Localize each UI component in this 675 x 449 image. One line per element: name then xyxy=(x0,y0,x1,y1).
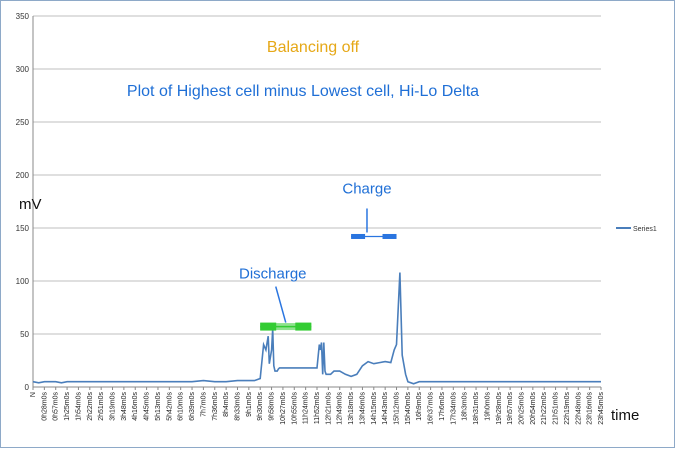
x-tick-label-2: 0h57m0s xyxy=(53,392,60,421)
x-tick-label-6: 2h51m0s xyxy=(98,392,105,421)
x-tick-label-43: 20h25m0s xyxy=(518,392,525,425)
x-axis-ticks: N 0h28m0s 0h57m0s 1h25m0s 1h54m0s 2h22m0s 2h51… xyxy=(30,387,605,425)
charge-bar-right-end xyxy=(382,233,397,239)
x-tick-label-41: 19h28m0s xyxy=(496,392,503,425)
x-tick-label-30: 14h15m0s xyxy=(371,392,378,425)
x-tick-label-40: 19h0m0s xyxy=(484,392,491,421)
x-tick-label-50: 23h45m0s xyxy=(598,392,605,425)
x-tick-label-38: 18h3m0s xyxy=(462,392,469,421)
x-tick-label-45: 21h22m0s xyxy=(541,392,548,425)
x-tick-label-27: 12h49m0s xyxy=(337,392,344,425)
x-tick-label-29: 13h46m0s xyxy=(359,392,366,425)
x-tick-label-35: 16h37m0s xyxy=(428,392,435,425)
x-tick-label-3: 1h25m0s xyxy=(64,392,71,421)
y-axis-label: mV xyxy=(19,196,42,213)
x-tick-label-8: 3h48m0s xyxy=(121,392,128,421)
y-tick-label-50: 50 xyxy=(20,330,29,339)
x-tick-label-23: 10h55m0s xyxy=(291,392,298,425)
x-tick-label-33: 15h40m0s xyxy=(405,392,412,425)
x-tick-label-46: 21h51m0s xyxy=(553,392,560,425)
x-tick-label-17: 8h4m0s xyxy=(223,392,230,417)
x-tick-label-11: 5h13m0s xyxy=(155,392,162,421)
y-tick-label-200: 200 xyxy=(16,171,30,180)
annotations: Charge Discharge xyxy=(239,180,397,331)
legend-entry-series1: Series1 xyxy=(633,226,657,233)
x-tick-label-47: 22h19m0s xyxy=(564,392,571,425)
chart-title: Balancing off xyxy=(267,39,360,56)
x-tick-label-0: N xyxy=(30,392,37,397)
x-axis-label: time xyxy=(611,407,639,424)
discharge-label: Discharge xyxy=(239,266,307,283)
x-tick-label-39: 18h31m0s xyxy=(473,392,480,425)
x-tick-label-7: 3h19m0s xyxy=(110,392,117,421)
y-tick-label-350: 350 xyxy=(16,12,30,21)
x-tick-label-28: 13h18m0s xyxy=(348,392,355,425)
charge-bar-left-end xyxy=(351,233,366,239)
x-tick-label-20: 9h30m0s xyxy=(257,392,264,421)
x-tick-label-10: 4h45m0s xyxy=(144,392,151,421)
x-tick-label-12: 5h42m0s xyxy=(166,392,173,421)
y-tick-label-300: 300 xyxy=(16,65,30,74)
y-tick-label-0: 0 xyxy=(25,383,30,392)
x-tick-label-9: 4h16m0s xyxy=(132,392,139,421)
legend: Series1 xyxy=(616,226,657,233)
x-tick-label-21: 9h58m0s xyxy=(269,392,276,421)
x-tick-label-5: 2h22m0s xyxy=(87,392,94,421)
x-tick-label-25: 11h52m0s xyxy=(314,392,321,425)
x-tick-label-36: 17h6m0s xyxy=(439,392,446,421)
series1-line xyxy=(32,272,601,385)
chart-subtitle: Plot of Highest cell minus Lowest cell, … xyxy=(127,83,479,100)
y-tick-label-150: 150 xyxy=(16,224,30,233)
x-tick-label-49: 23h16m0s xyxy=(587,392,594,425)
charge-label: Charge xyxy=(342,180,391,197)
x-tick-label-14: 6h39m0s xyxy=(189,392,196,421)
grid-lines xyxy=(33,15,601,335)
x-tick-label-37: 17h34m0s xyxy=(450,392,457,425)
x-tick-label-22: 10h27m0s xyxy=(280,392,287,425)
x-tick-label-31: 14h43m0s xyxy=(382,392,389,425)
x-tick-label-16: 7h36m0s xyxy=(212,392,219,421)
x-tick-label-13: 6h10m0s xyxy=(178,392,185,421)
x-tick-label-15: 7h7m0s xyxy=(200,392,207,417)
discharge-callout-line xyxy=(275,286,287,323)
x-tick-label-1: 0h28m0s xyxy=(41,392,48,421)
y-tick-label-250: 250 xyxy=(16,118,30,127)
x-tick-label-26: 12h21m0s xyxy=(325,392,332,425)
discharge-bar-right-end xyxy=(295,322,312,331)
discharge-bar-left-end xyxy=(260,322,277,331)
x-tick-label-19: 9h1m0s xyxy=(246,392,253,417)
x-tick-label-24: 11h24m0s xyxy=(303,392,310,425)
x-tick-label-34: 16h9m0s xyxy=(416,392,423,421)
x-tick-label-44: 20h54m0s xyxy=(530,392,537,425)
x-tick-label-48: 22h48m0s xyxy=(575,392,582,425)
x-tick-label-42: 19h57m0s xyxy=(507,392,514,425)
x-tick-label-32: 15h12m0s xyxy=(394,392,401,425)
x-tick-label-4: 1h54m0s xyxy=(75,392,82,421)
y-tick-label-100: 100 xyxy=(16,277,30,286)
y-axis-ticks: 0 50 100 150 200 250 300 350 xyxy=(16,12,30,392)
x-tick-label-18: 8h33m0s xyxy=(234,392,241,421)
